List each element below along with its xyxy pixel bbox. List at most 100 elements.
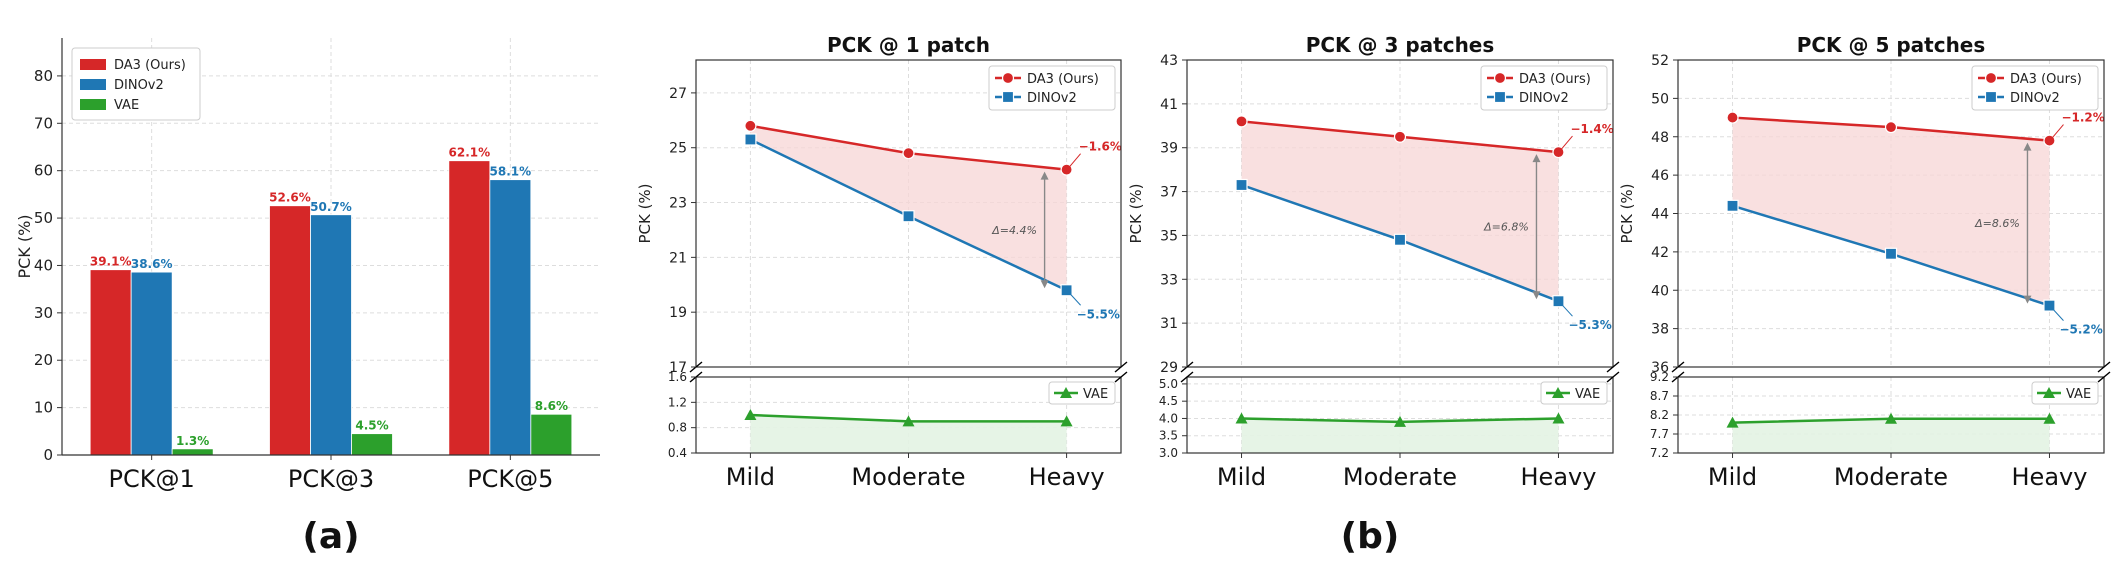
da3-end-label: −1.4%: [1570, 122, 1613, 136]
axis-break-mark: [1114, 361, 1128, 373]
dinov2-point: [1552, 295, 1565, 308]
y-tick-label: 7.7: [1650, 427, 1669, 441]
y-tick-label: 7.2: [1650, 446, 1669, 460]
legend-label: DINOv2: [1519, 91, 1569, 106]
chart-title: PCK @ 3 patches: [1306, 33, 1495, 57]
legend-lower: VAE: [1540, 381, 1608, 405]
bar: [530, 413, 573, 456]
y-tick-label: 27: [669, 86, 687, 102]
y-tick-label: 4.5: [1159, 394, 1178, 408]
y-tick-label: 3.5: [1159, 429, 1178, 443]
dinov2-point: [744, 133, 757, 146]
y-axis-label: PCK (%): [15, 214, 34, 278]
dinov2-end-label: −5.5%: [1077, 307, 1120, 321]
legend-label: DINOv2: [1027, 91, 1077, 106]
y-tick-label: 25: [669, 141, 687, 157]
axis-break-mark: [1606, 361, 1620, 373]
vae-point: [2043, 412, 2056, 424]
y-tick-label: 38: [1651, 322, 1669, 338]
gap-label: Δ=8.6%: [1974, 217, 2020, 230]
legend-label: DINOv2: [114, 78, 164, 93]
y-tick-label: 0.4: [668, 446, 687, 460]
da3-point: [1726, 111, 1739, 124]
y-tick-label: 21: [669, 250, 687, 266]
bar-data-label: 38.6%: [131, 257, 173, 271]
vae-point: [1552, 412, 1565, 424]
legend-label: VAE: [2066, 387, 2091, 402]
da3-point: [744, 119, 757, 132]
y-tick-label: 9.2: [1650, 370, 1669, 384]
gap-arrow-head: [1040, 171, 1049, 180]
legend-marker: [1984, 90, 1998, 104]
da3-point: [902, 147, 915, 160]
x-tick-label: Heavy: [1521, 463, 1597, 491]
bar-data-label: 39.1%: [90, 255, 132, 269]
bar-data-label: 62.1%: [449, 146, 491, 160]
x-tick-label: Mild: [726, 463, 775, 491]
legend-marker: [1493, 71, 1507, 85]
y-tick-label: 0.8: [668, 421, 687, 435]
vae-fill: [1732, 418, 2050, 453]
legend-upper: DA3 (Ours) DINOv2: [988, 65, 1116, 111]
bar: [448, 160, 491, 456]
y-tick-label: 43: [1160, 53, 1178, 69]
annotation-leader: [2052, 124, 2064, 138]
da3-point: [2043, 134, 2056, 147]
x-tick-label: PCK@5: [467, 465, 553, 493]
gap-arrow-head: [2023, 295, 2032, 304]
bar: [89, 269, 132, 456]
legend-frame: [1048, 381, 1116, 405]
line-chart-panel-2: PCK @ 3 patches −1.4% −5.3% Δ=6.8% 29 31 33 35 3…: [1127, 33, 1620, 491]
x-tick-label: Moderate: [851, 463, 965, 491]
axis-break-mark: [2097, 371, 2111, 383]
legend-marker: [1001, 90, 1015, 104]
vae-point: [1885, 412, 1897, 424]
legend-swatch: [80, 79, 106, 90]
x-tick-label: PCK@1: [109, 465, 195, 493]
y-tick-label: 1.6: [668, 370, 687, 384]
bar-data-label: 8.6%: [535, 399, 568, 413]
y-tick-label: 20: [34, 351, 53, 369]
y-tick-label: 3.0: [1159, 446, 1178, 460]
bar-data-label: 1.3%: [176, 434, 209, 448]
x-tick-label: Mild: [1217, 463, 1266, 491]
annotation-leader: [1069, 292, 1081, 306]
da3-point: [1060, 163, 1073, 176]
bar: [351, 433, 393, 456]
legend-label: DA3 (Ours): [1519, 72, 1591, 87]
dinov2-end-label: −5.2%: [2059, 323, 2102, 337]
y-tick-label: 70: [34, 114, 53, 132]
y-tick-label: 39: [1160, 141, 1178, 157]
panel-label-a: (a): [302, 516, 359, 557]
vae-point: [902, 415, 915, 427]
gap-fill: [1732, 117, 2050, 306]
y-tick-label: 52: [1651, 53, 1669, 69]
legend-marker: [1493, 90, 1507, 104]
legend-label: VAE: [1083, 387, 1108, 402]
y-tick-label: 0: [43, 446, 53, 464]
x-tick-label: Heavy: [2012, 463, 2088, 491]
vae-point: [1394, 415, 1406, 427]
legend-label: DINOv2: [2010, 91, 2060, 106]
legend-swatch: [80, 99, 106, 110]
dinov2-point: [1726, 199, 1739, 212]
y-tick-label: 40: [34, 256, 53, 274]
y-tick-label: 41: [1160, 97, 1178, 113]
line-chart-panel-1: PCK @ 1 patch −1.6% −5.5% Δ=4.4% 17 19 21 23 25 2…: [636, 33, 1128, 491]
legend-label: DA3 (Ours): [1027, 72, 1099, 87]
y-tick-label: 35: [1160, 228, 1178, 244]
gap-fill: [1241, 121, 1559, 302]
y-tick-label: 60: [34, 162, 53, 180]
gap-label: Δ=6.8%: [1483, 221, 1529, 234]
y-tick-label: 33: [1160, 272, 1178, 288]
y-tick-label: 40: [1651, 283, 1669, 299]
vae-fill: [750, 415, 1067, 453]
y-tick-label: 31: [1160, 316, 1178, 332]
legend-frame: [2031, 381, 2099, 405]
dinov2-point: [1060, 284, 1073, 297]
gap-label: Δ=4.4%: [991, 224, 1037, 237]
da3-point: [1235, 115, 1248, 128]
bar: [489, 179, 532, 456]
bar: [310, 214, 352, 456]
axis-break-mark: [1606, 371, 1620, 383]
